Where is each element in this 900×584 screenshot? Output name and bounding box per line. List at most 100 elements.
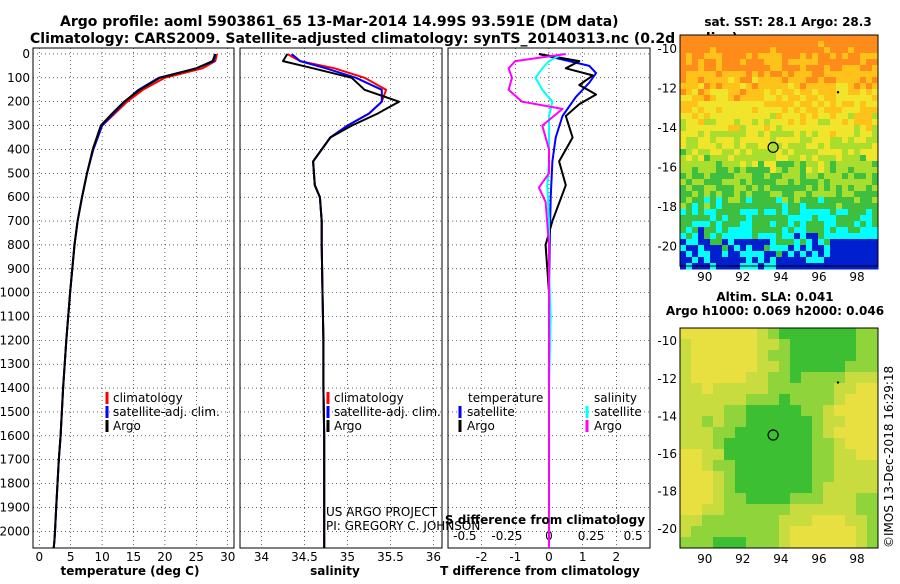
map-cell (698, 65, 705, 72)
map-cell (794, 185, 801, 192)
map-cell (779, 471, 791, 483)
map-cell (776, 125, 783, 132)
map-cell (728, 203, 735, 210)
map-cell (702, 504, 714, 516)
map-cell (724, 339, 736, 351)
map-cell (752, 203, 759, 210)
map-cell (830, 161, 837, 168)
x-tick-label: 15 (126, 550, 141, 564)
map-cell (768, 471, 780, 483)
map-cell (860, 113, 867, 120)
map-cell (794, 119, 801, 126)
map-cell (794, 41, 801, 48)
map-cell (782, 215, 789, 222)
map-cell (790, 328, 802, 340)
map-cell (758, 155, 765, 162)
map-cell (770, 71, 777, 78)
map-cell (812, 125, 819, 132)
map-cell (686, 131, 693, 138)
map-cell (735, 526, 747, 538)
map-cell (724, 537, 736, 549)
map-cell (722, 251, 729, 258)
map-cell (686, 167, 693, 174)
map-cell (866, 89, 873, 96)
map-cell (824, 83, 831, 90)
map-cell (830, 71, 837, 78)
map-cell (746, 161, 753, 168)
map-cell (842, 83, 849, 90)
map-cell (845, 515, 857, 527)
map-cell (788, 113, 795, 120)
map-cell (830, 173, 837, 180)
map-cell (806, 131, 813, 138)
map-cell (740, 245, 747, 252)
map-cell (830, 251, 837, 258)
map-cell (823, 493, 835, 505)
map-cell (776, 197, 783, 204)
map-cell (788, 227, 795, 234)
map-cell (680, 215, 687, 222)
map-cell (872, 221, 879, 228)
map-cell (801, 372, 813, 384)
x-tick-label-top: -0.5 (453, 529, 476, 543)
map-cell (680, 107, 687, 114)
map-cell (728, 107, 735, 114)
map-cell (716, 215, 723, 222)
map-cell (872, 107, 879, 114)
depth-tick-label: 1200 (0, 333, 30, 347)
map-cell (686, 77, 693, 84)
map-cell (782, 71, 789, 78)
map-cell (746, 203, 753, 210)
map-cell (860, 53, 867, 60)
map-cell (842, 245, 849, 252)
map-cell (794, 155, 801, 162)
map-cell (758, 107, 765, 114)
map-cell (698, 233, 705, 240)
map-cell (812, 179, 819, 186)
map-cell (746, 233, 753, 240)
map-cell (823, 361, 835, 373)
map-cell (757, 372, 769, 384)
map-cell (856, 383, 868, 395)
map-cell (818, 197, 825, 204)
map-cell (692, 233, 699, 240)
map-cell (794, 149, 801, 156)
map-cell (702, 482, 714, 494)
map-cell (734, 173, 741, 180)
map-cell (704, 197, 711, 204)
map-cell (757, 438, 769, 450)
map-cell (686, 173, 693, 180)
map-cell (764, 221, 771, 228)
map-cell (788, 83, 795, 90)
map-cell (788, 143, 795, 150)
island-marker (836, 381, 840, 384)
salinity-panel (239, 47, 443, 549)
map-cell (764, 239, 771, 246)
map-cell (848, 191, 855, 198)
map-cell (794, 203, 801, 210)
map-cell (836, 233, 843, 240)
map-cell (842, 215, 849, 222)
x-tick-label: 1 (579, 550, 587, 564)
map-cell (752, 221, 759, 228)
map-cell (735, 537, 747, 549)
map-cell (722, 215, 729, 222)
map-cell (758, 53, 765, 60)
map-cell (716, 203, 723, 210)
map-cell (860, 149, 867, 156)
map-cell (722, 149, 729, 156)
map-cell (812, 77, 819, 84)
map-cell (692, 155, 699, 162)
map-cell (848, 173, 855, 180)
map-cell (776, 233, 783, 240)
map-cell (866, 35, 873, 42)
map-cell (770, 191, 777, 198)
map-cell (812, 482, 824, 494)
map-cell (794, 197, 801, 204)
map-cell (770, 53, 777, 60)
map-cell (764, 119, 771, 126)
map-cell (722, 101, 729, 108)
map-cell (867, 328, 879, 340)
map-cell (758, 215, 765, 222)
map-cell (758, 149, 765, 156)
